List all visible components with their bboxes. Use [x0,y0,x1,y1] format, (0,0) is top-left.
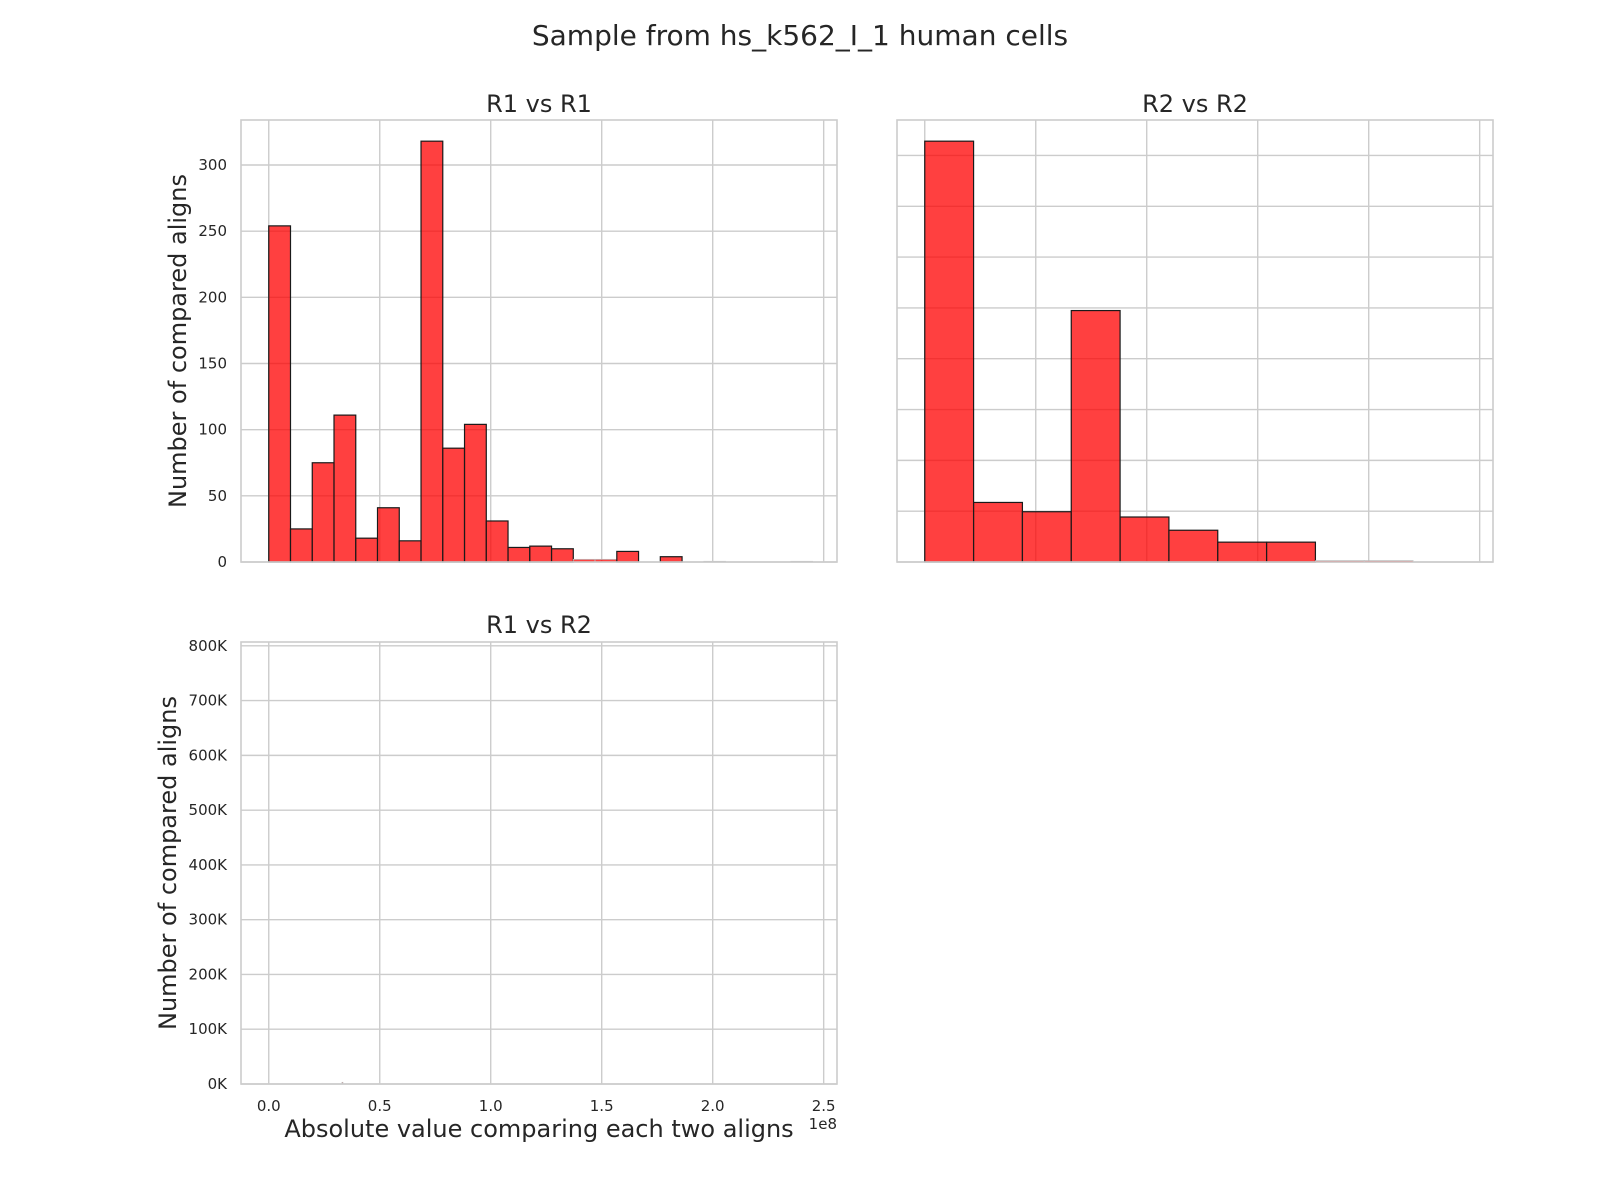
y-tick-label: 800K [189,637,229,655]
histogram-bar [398,540,422,563]
x-tick-label: 0.5 [368,1097,392,1115]
x-offset-label: 1e8 [809,1115,837,1133]
y-tick-label: 700K [189,692,229,710]
histogram-bar [268,225,292,563]
y-tick-label: 200 [198,288,227,306]
histogram-bar [1070,309,1121,563]
y-tick-label: 250 [198,222,227,240]
histogram-bar [507,546,531,563]
axes-frame [240,119,838,563]
y-tick-label: 50 [208,487,227,505]
x-tick-label: 2.5 [812,1097,836,1115]
y-tick-label: 600K [189,746,229,764]
histogram-bar [376,507,400,563]
histogram-bar [616,550,640,563]
histogram-bar [442,447,466,563]
axes-frame [896,119,1494,563]
x-tick-label: 1.0 [479,1097,503,1115]
y-tick-label: 400K [189,856,229,874]
panel-title-r1-vs-r2: R1 vs R2 [486,611,592,639]
y-tick-label: 0 [217,553,227,571]
histogram-bar [550,548,574,563]
x-axis-label: Absolute value comparing each two aligns [284,1115,793,1143]
y-tick-label: 500K [189,801,229,819]
panel-title-r1-vs-r1: R1 vs R1 [486,90,592,118]
y-tick-label: 100K [189,1020,229,1038]
y-tick-label: 300K [189,911,229,929]
y-tick-label: 0K [208,1075,229,1093]
histogram-bar [529,545,553,563]
histogram-bar [924,140,975,563]
panel-r2-vs-r2: R2 vs R2 [896,90,1494,563]
histogram-bar [485,520,509,563]
histogram-bar [289,528,313,563]
histogram-bar [972,501,1024,563]
y-tick-label: 200K [189,965,229,983]
histogram-bar [1021,511,1072,563]
y-axis-label: Number of compared aligns [154,696,182,1030]
figure-title: Sample from hs_k562_I_1 human cells [532,19,1068,52]
histogram-bar [311,462,335,563]
y-tick-label: 300 [198,156,227,174]
panel-title-r2-vs-r2: R2 vs R2 [1142,90,1248,118]
panel-r1-vs-r2: R1 vs R2 0K 100K 200K 300K 400K 500K 600K 700K 8… [154,611,838,1143]
histogram-bar [1168,529,1219,563]
y-tick-label: 150 [198,354,227,372]
histogram-bar [333,414,357,563]
histogram-bar [1119,516,1170,563]
x-tick-label: 0.0 [257,1097,281,1115]
histogram-bar [355,537,379,563]
histogram-bar [1265,541,1317,563]
y-tick-label: 100 [198,421,227,439]
x-tick-label: 1.5 [590,1097,614,1115]
histogram-bar [463,423,487,563]
x-tick-label: 2.0 [701,1097,725,1115]
axes-frame [240,641,838,1085]
histogram-bar [420,140,444,563]
y-axis-label: Number of compared aligns [164,174,192,508]
panel-r1-vs-r1: R1 vs R1 0 50 100 150 200 250 300 Number of com… [164,90,838,571]
histogram-bar [1217,541,1268,563]
